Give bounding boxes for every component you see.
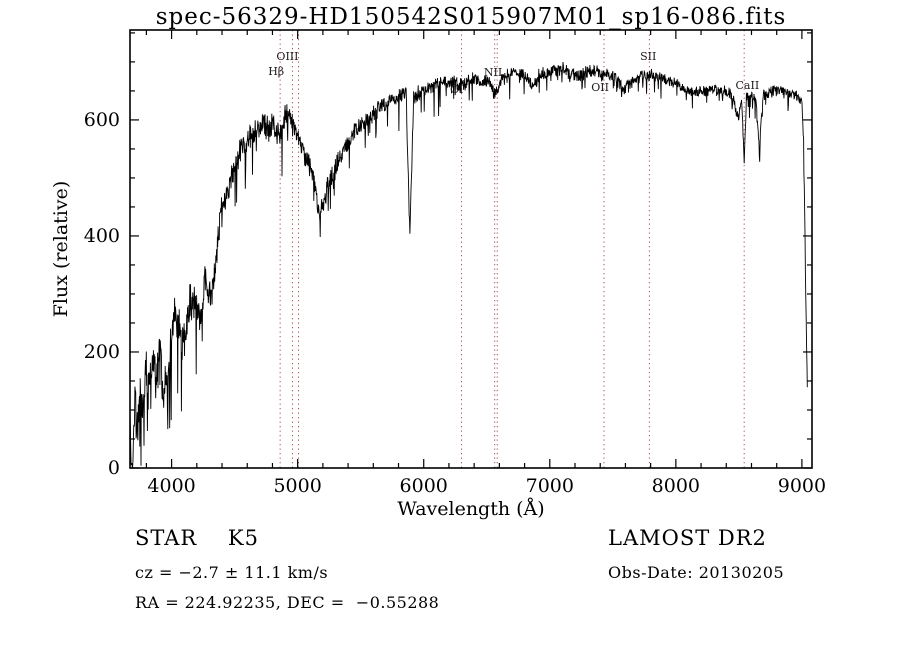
marker-label-OIII: OIII — [276, 50, 298, 63]
x-tick-label: 6000 — [400, 475, 448, 497]
x-axis-label: Wavelength (Å) — [397, 498, 545, 520]
ra-dec-value: RA = 224.92235, DEC = −0.55288 — [135, 593, 440, 612]
plot-frame — [129, 29, 813, 469]
plot-title: spec-56329-HD150542S015907M01_sp16-086.f… — [155, 4, 787, 30]
spectrum-plot: 4000 5000 6000 7000 8000 9000 0 200 400 600 Hβ OIII… — [84, 29, 826, 497]
object-class-label: STAR K5 — [135, 526, 259, 550]
marker-label-NII: NII — [484, 66, 502, 79]
y-axis-label: Flux (relative) — [50, 180, 72, 318]
x-tick-label: 9000 — [778, 475, 826, 497]
x-tick-label: 8000 — [652, 475, 700, 497]
marker-label-OII: OII — [591, 81, 609, 94]
y-tick-label: 600 — [84, 109, 120, 131]
cz-value: cz = −2.7 ± 11.1 km/s — [135, 563, 329, 582]
x-tick-label: 7000 — [526, 475, 574, 497]
spectrum-line — [130, 61, 808, 468]
marker-label-CaII: CaII — [736, 79, 760, 92]
obs-date-value: Obs-Date: 20130205 — [608, 563, 785, 582]
marker-label-Hβ: Hβ — [268, 65, 284, 78]
marker-label-SII: SII — [640, 50, 656, 63]
x-tick-label: 4000 — [147, 475, 195, 497]
survey-label: LAMOST DR2 — [608, 526, 767, 550]
marker-label-OI: OI — [450, 83, 463, 96]
y-tick-label: 200 — [84, 341, 120, 363]
y-tick-label: 400 — [84, 225, 120, 247]
x-tick-label: 5000 — [273, 475, 321, 497]
y-tick-label: 0 — [108, 457, 120, 479]
